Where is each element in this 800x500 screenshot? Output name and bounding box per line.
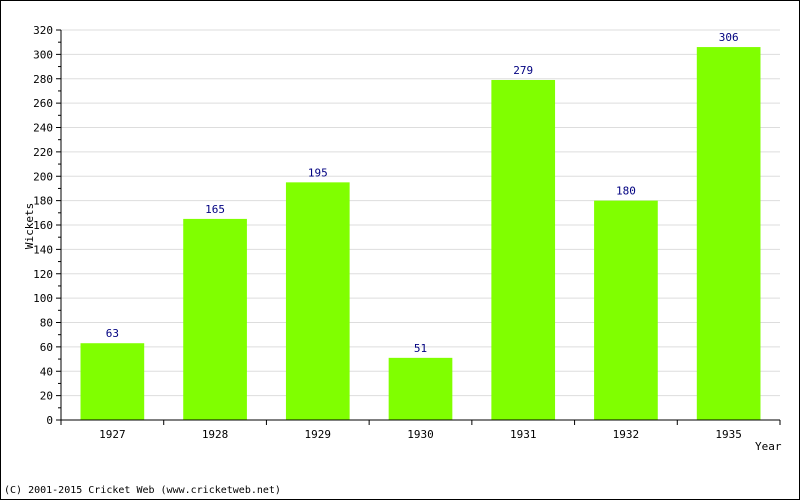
data-label-1932: 180 — [616, 185, 636, 198]
y-tick-label: 240 — [33, 122, 53, 135]
x-tick-label: 1932 — [613, 428, 640, 441]
data-label-1935: 306 — [719, 31, 739, 44]
bar-1932 — [594, 200, 658, 420]
bar-1935 — [696, 47, 761, 420]
y-axis-ticks: 0 20 40 60 80 100 120 140 160 180 200 220 240 260 280 3… — [33, 24, 61, 427]
y-tick-label: 100 — [33, 292, 53, 305]
x-tick-label: 1935 — [715, 428, 742, 441]
x-tick-label: 1928 — [202, 428, 229, 441]
data-label-1929: 195 — [308, 166, 328, 179]
data-labels: 63 165 195 51 279 180 306 — [106, 31, 739, 355]
y-tick-label: 20 — [40, 390, 53, 403]
y-axis-title: Wickets — [23, 203, 36, 249]
bar-1928 — [183, 218, 247, 420]
y-tick-label: 220 — [33, 146, 53, 159]
y-tick-label: 0 — [46, 414, 53, 427]
data-label-1930: 51 — [414, 342, 427, 355]
y-tick-label: 300 — [33, 48, 53, 61]
bars — [80, 47, 761, 420]
y-tick-label: 40 — [40, 365, 53, 378]
y-tick-label: 140 — [33, 243, 53, 256]
data-label-1927: 63 — [106, 327, 119, 340]
bar-1930 — [388, 357, 453, 420]
x-tick-label: 1930 — [407, 428, 434, 441]
copyright-footer: (C) 2001-2015 Cricket Web (www.cricketwe… — [4, 485, 281, 496]
x-axis-title: Year — [755, 440, 782, 453]
x-axis-ticks: 1927 1928 1929 1930 1931 1932 1935 — [60, 420, 781, 441]
y-tick-label: 180 — [33, 195, 53, 208]
x-tick-label: 1931 — [510, 428, 537, 441]
x-tick-label: 1927 — [99, 428, 126, 441]
y-tick-label: 200 — [33, 170, 53, 183]
y-tick-label: 280 — [33, 73, 53, 86]
bar-1929 — [285, 182, 350, 420]
y-tick-label: 260 — [33, 97, 53, 110]
data-label-1931: 279 — [513, 64, 533, 77]
data-label-1928: 165 — [205, 203, 225, 216]
y-tick-label: 320 — [33, 24, 53, 37]
bar-1927 — [80, 343, 145, 420]
grid-lines — [61, 29, 780, 397]
bar-1931 — [491, 79, 556, 420]
y-tick-label: 60 — [40, 341, 53, 354]
y-tick-label: 160 — [33, 219, 53, 232]
x-tick-label: 1929 — [305, 428, 332, 441]
y-tick-label: 120 — [33, 268, 53, 281]
y-tick-label: 80 — [40, 317, 53, 330]
